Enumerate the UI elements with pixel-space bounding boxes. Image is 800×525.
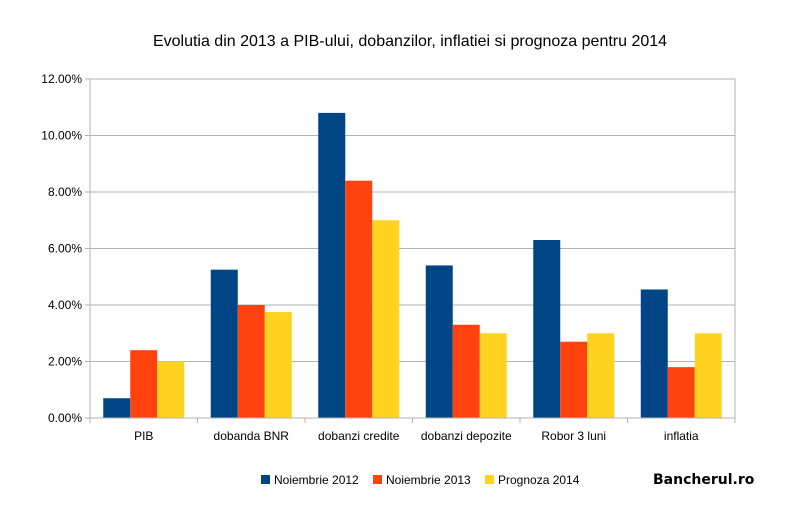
legend-label: Noiembrie 2012	[274, 473, 359, 487]
y-tick-label: 2.00%	[48, 355, 82, 369]
legend-swatch	[261, 475, 270, 484]
bar	[130, 350, 158, 418]
legend-swatch	[373, 475, 382, 484]
bar	[452, 324, 480, 418]
legend-label: Noiembrie 2013	[386, 473, 471, 487]
bar	[587, 333, 615, 418]
legend-swatch	[485, 475, 494, 484]
bar	[640, 289, 668, 418]
y-tick-label: 12.00%	[41, 72, 82, 86]
bar	[479, 333, 507, 418]
bar	[210, 269, 238, 418]
bar	[560, 341, 588, 418]
bar	[694, 333, 722, 418]
y-tick-label: 10.00%	[41, 129, 82, 143]
bar	[264, 312, 292, 418]
x-tick-label: dobanzi credite	[318, 429, 400, 443]
x-tick-label: dobanzi depozite	[421, 429, 512, 443]
legend-label: Prognoza 2014	[498, 473, 580, 487]
bar	[103, 398, 131, 418]
bar	[425, 265, 453, 418]
x-tick-label: inflatia	[664, 429, 699, 443]
x-tick-label: dobanda BNR	[214, 429, 290, 443]
x-tick-label: PIB	[134, 429, 153, 443]
chart-title: Evolutia din 2013 a PIB-ului, dobanzilor…	[152, 33, 668, 50]
y-tick-label: 0.00%	[48, 411, 82, 425]
bar	[157, 361, 185, 418]
bar	[237, 305, 265, 418]
bar	[318, 112, 346, 419]
bar	[667, 367, 695, 418]
bar	[372, 220, 400, 418]
y-tick-label: 4.00%	[48, 298, 82, 312]
bar	[533, 240, 561, 418]
y-tick-label: 8.00%	[48, 185, 82, 199]
watermark: Bancherul.ro	[653, 472, 755, 488]
x-tick-label: Robor 3 luni	[541, 429, 606, 443]
y-tick-label: 6.00%	[48, 242, 82, 256]
bar	[345, 180, 373, 418]
